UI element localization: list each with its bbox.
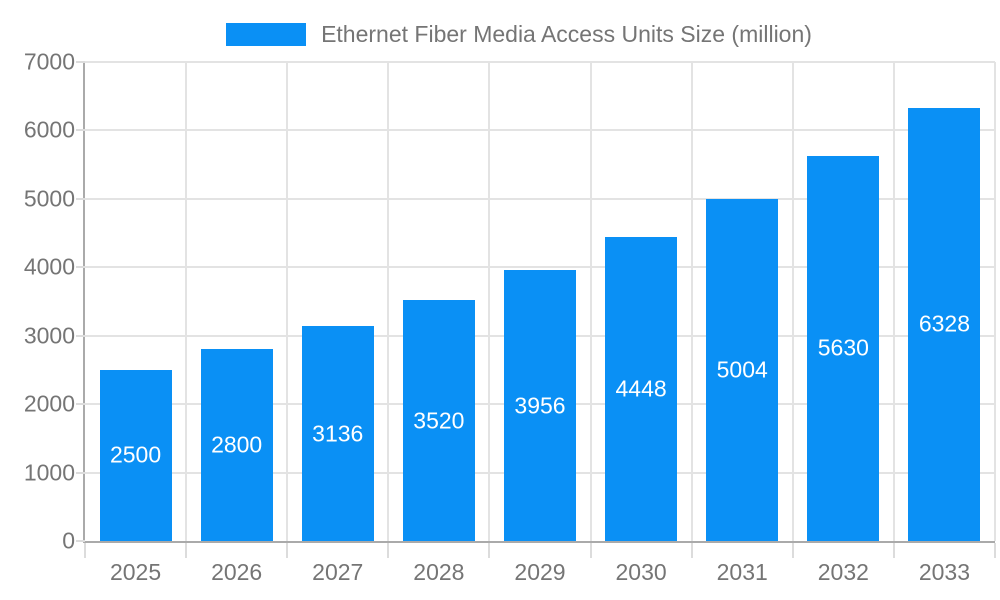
- bar-value-label: 3520: [413, 407, 465, 434]
- x-axis-tick: [84, 543, 86, 558]
- plot-area: 0 1000 2000 3000 4000 5000 6000 7000 2500 2025 280…: [24, 50, 996, 584]
- bar-2027[interactable]: [301, 326, 374, 541]
- x-axis-tick: [589, 543, 592, 558]
- x-axis-tick-label: 2028: [413, 559, 465, 585]
- x-axis-tick: [185, 543, 188, 558]
- legend-item[interactable]: Ethernet Fiber Media Access Units Size (…: [19, 21, 1000, 48]
- y-axis-tick-label: 7000: [23, 48, 75, 75]
- gridline-horizontal: [85, 197, 995, 200]
- bar-value-label: 2500: [109, 441, 162, 468]
- x-axis-tick: [791, 543, 794, 558]
- y-axis-tick: [76, 129, 85, 132]
- x-axis-tick: [488, 543, 491, 558]
- bar-value-label: 2800: [211, 431, 263, 458]
- gridline-vertical: [690, 62, 693, 541]
- y-axis-tick-label: 1000: [23, 459, 75, 486]
- x-axis-tick-label: 2027: [312, 559, 364, 585]
- y-axis-tick: [76, 403, 85, 406]
- bar-value-label: 6328: [918, 310, 971, 337]
- gridline-vertical: [387, 62, 390, 541]
- y-axis-tick-label: 3000: [23, 322, 75, 349]
- legend-label: Ethernet Fiber Media Access Units Size (…: [321, 21, 812, 47]
- gridline-horizontal: [85, 266, 995, 269]
- x-axis-tick-label: 2026: [211, 559, 263, 585]
- x-axis-tick: [387, 543, 390, 558]
- bar-2032[interactable]: [807, 155, 880, 541]
- bar-value-label: 4448: [615, 375, 667, 402]
- bar-2033[interactable]: [908, 107, 981, 541]
- y-axis-tick-label: 5000: [23, 185, 75, 212]
- bar-2028[interactable]: [402, 300, 475, 541]
- y-axis-tick-label: 4000: [23, 253, 75, 280]
- bar-2026[interactable]: [200, 349, 273, 541]
- bar-value-label: 3956: [514, 392, 566, 419]
- y-axis-tick-label: 2000: [23, 390, 75, 417]
- y-axis-tick-label: 6000: [23, 116, 75, 143]
- x-axis-tick-label: 2025: [109, 559, 162, 585]
- bar-2031[interactable]: [706, 198, 779, 541]
- y-axis-tick: [76, 540, 85, 542]
- x-axis-tick-label: 2031: [716, 559, 768, 585]
- x-axis-tick-label: 2033: [918, 559, 971, 585]
- bar-2029[interactable]: [504, 270, 576, 541]
- gridline-vertical: [791, 62, 794, 541]
- y-axis-tick: [76, 471, 85, 474]
- y-axis-tick-label: 0: [62, 527, 75, 554]
- gridline-vertical: [185, 62, 188, 541]
- gridline-horizontal: [85, 129, 995, 132]
- bar-value-label: 5630: [817, 334, 869, 361]
- x-axis-tick: [892, 543, 895, 558]
- y-axis-tick: [76, 197, 85, 200]
- x-axis-tick-label: 2030: [615, 559, 667, 585]
- y-axis-tick: [76, 266, 85, 269]
- gridline-vertical: [892, 62, 895, 541]
- bar-value-label: 5004: [716, 356, 768, 383]
- x-axis-tick: [994, 543, 996, 558]
- bar-2030[interactable]: [605, 236, 678, 541]
- x-axis-tick: [286, 543, 289, 558]
- gridline-horizontal: [85, 61, 995, 63]
- gridline-vertical: [589, 62, 592, 541]
- gridline-vertical: [286, 62, 289, 541]
- x-axis-tick: [690, 543, 693, 558]
- bar-2025[interactable]: [99, 369, 172, 541]
- gridline-vertical: [994, 62, 996, 541]
- legend-swatch: [226, 23, 307, 46]
- gridline-vertical: [488, 62, 491, 541]
- x-axis-tick-label: 2032: [817, 559, 869, 585]
- x-axis-tick-label: 2029: [514, 559, 566, 585]
- y-axis-tick: [76, 61, 85, 63]
- y-axis-tick: [76, 334, 85, 337]
- bar-value-label: 3136: [312, 420, 364, 447]
